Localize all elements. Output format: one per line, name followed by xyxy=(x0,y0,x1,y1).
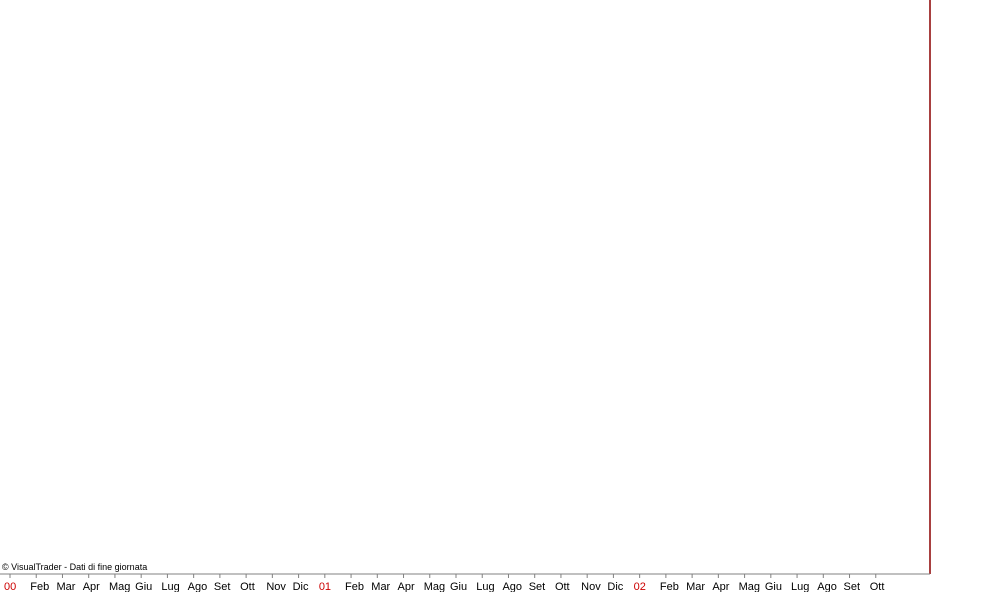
x-tick-label: Nov xyxy=(266,581,286,592)
x-axis: 00 Feb Mar Apr Mag Giu Lug Ago Set Ott Nov Dic 01 Feb… xyxy=(0,573,930,592)
x-tick-label: 01 xyxy=(319,581,331,592)
x-tick-label: Ott xyxy=(555,581,570,592)
x-tick-label: Ago xyxy=(188,581,208,592)
x-tick-label: Set xyxy=(529,581,546,592)
y-axis: 1.000,001.500,002.000,002.500,003.000,00… xyxy=(929,0,931,574)
x-tick-label: Ago xyxy=(817,581,837,592)
x-tick-label: Feb xyxy=(345,581,364,592)
x-tick-label: Apr xyxy=(83,581,100,592)
x-tick-label: Mar xyxy=(686,581,705,592)
x-tick-label: 02 xyxy=(634,581,646,592)
x-tick-label: Mag xyxy=(424,581,445,592)
x-tick-label: Giu xyxy=(450,581,467,592)
x-tick-label: Apr xyxy=(398,581,415,592)
x-tick-label: Mag xyxy=(109,581,130,592)
x-tick-label: Lug xyxy=(476,581,494,592)
x-tick-label: Mag xyxy=(739,581,760,592)
x-tick-label: Giu xyxy=(135,581,152,592)
x-tick-label: Set xyxy=(844,581,861,592)
x-tick-label: Apr xyxy=(712,581,729,592)
x-tick-label: Ott xyxy=(870,581,885,592)
x-tick-label: Ott xyxy=(240,581,255,592)
x-tick-label: Set xyxy=(214,581,231,592)
x-tick-label: Dic xyxy=(293,581,309,592)
x-tick-label: Feb xyxy=(660,581,679,592)
x-tick-label: Feb xyxy=(30,581,49,592)
x-tick-label: Dic xyxy=(607,581,623,592)
x-tick-label: Giu xyxy=(765,581,782,592)
x-tick-label: Nov xyxy=(581,581,601,592)
x-tick-label: Mar xyxy=(56,581,75,592)
x-tick-label: Lug xyxy=(161,581,179,592)
x-tick-label: 00 xyxy=(4,581,16,592)
x-tick-label: Mar xyxy=(371,581,390,592)
x-tick-label: Lug xyxy=(791,581,809,592)
x-tick-label: Ago xyxy=(502,581,522,592)
data-credit: © VisualTrader - Dati di fine giornata xyxy=(2,562,148,572)
